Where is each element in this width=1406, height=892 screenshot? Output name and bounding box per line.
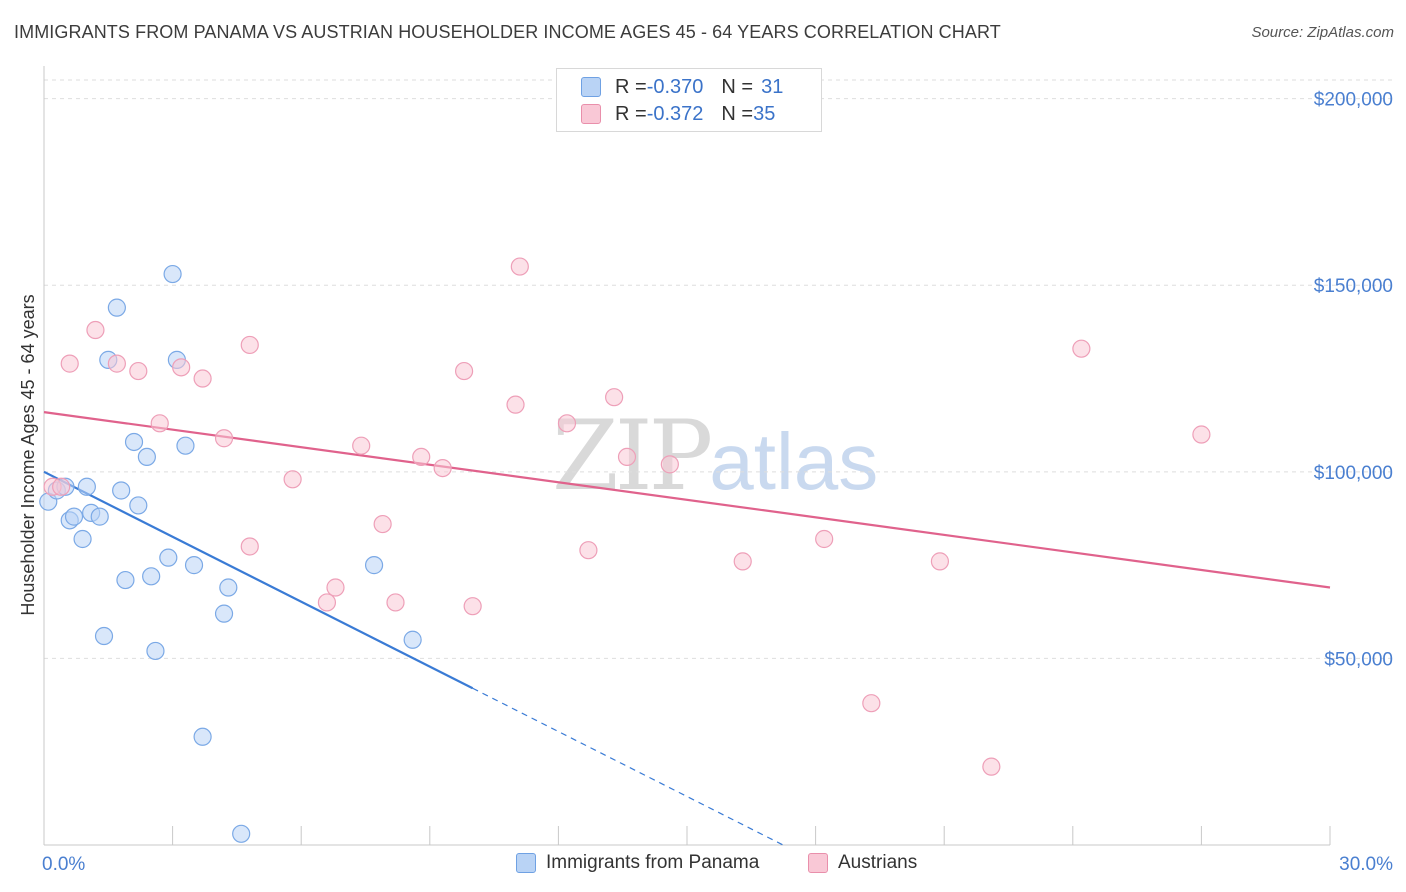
point-austrians [107, 354, 126, 373]
point-austrians [86, 320, 105, 340]
point-austrians [1072, 339, 1091, 358]
watermark-atlas: atlas [709, 417, 879, 506]
point-austrians [433, 458, 452, 478]
grid-lines [44, 79, 1395, 659]
point-austrians [412, 447, 431, 467]
point-austrians [193, 369, 212, 388]
point-panama [116, 570, 135, 590]
point-austrians [317, 593, 337, 612]
data-points [39, 257, 1211, 843]
series-legend: Immigrants from Panama Austrians [0, 852, 1406, 878]
point-austrians [605, 388, 624, 407]
source-label: Source: ZipAtlas.com [1251, 24, 1394, 41]
point-austrians [982, 757, 1001, 776]
y-tick-label: $150,000 [1314, 276, 1393, 297]
point-panama [219, 578, 238, 597]
point-austrians [862, 694, 881, 713]
chart-title: IMMIGRANTS FROM PANAMA VS AUSTRIAN HOUSE… [14, 22, 1001, 42]
axes [43, 66, 1331, 846]
point-austrians [815, 529, 834, 549]
y-tick-label: $100,000 [1314, 463, 1393, 484]
legend-swatch-panama [581, 77, 601, 97]
legend-item-austrians[interactable]: Austrians [808, 852, 917, 874]
point-panama [176, 436, 195, 455]
point-panama [214, 604, 234, 623]
legend-swatch-austrians [581, 104, 601, 124]
legend-n-value: 31 [761, 75, 784, 98]
point-austrians [326, 578, 345, 597]
legend-item-panama[interactable]: Immigrants from Panama [516, 852, 759, 874]
x-tick-label: 0.0% [42, 854, 85, 875]
point-austrians [214, 429, 234, 448]
point-austrians [352, 436, 371, 455]
point-austrians [60, 354, 79, 373]
point-panama [112, 481, 131, 500]
point-panama [163, 264, 182, 284]
trend-line-panama-extrapolated [472, 687, 786, 847]
legend-n-value: 35 [753, 102, 776, 125]
point-austrians [557, 414, 577, 433]
point-austrians [660, 455, 679, 474]
point-panama [77, 477, 96, 496]
point-panama [232, 824, 251, 843]
point-panama [94, 626, 114, 646]
x-tick-label: 30.0% [1339, 854, 1393, 875]
point-panama [124, 432, 144, 452]
point-austrians [129, 361, 148, 381]
legend-r-value: -0.370 [646, 75, 704, 98]
legend-swatch-austrians [808, 853, 828, 873]
point-austrians [240, 537, 259, 556]
legend-r-label: R = [615, 102, 647, 125]
point-austrians [510, 257, 529, 276]
y-axis-label: Householder Income Ages 45 - 64 years [18, 294, 38, 615]
legend-r-value: -0.372 [646, 102, 704, 125]
correlation-legend: R = -0.370 N = 31 R = -0.372 N = 35 [556, 68, 822, 132]
point-panama [137, 447, 156, 467]
point-panama [364, 556, 384, 575]
point-austrians [506, 395, 525, 414]
legend-n-label: N = [721, 102, 754, 125]
point-austrians [454, 361, 474, 381]
point-austrians [150, 414, 169, 433]
point-panama [403, 630, 422, 649]
point-austrians [463, 597, 482, 616]
point-panama [107, 298, 126, 317]
point-austrians [283, 470, 302, 489]
point-austrians [373, 514, 392, 534]
point-austrians [52, 477, 71, 496]
point-panama [146, 641, 165, 661]
y-tick-label: $50,000 [1324, 649, 1393, 670]
point-austrians [386, 593, 405, 612]
legend-row-panama: R = -0.370 N = 31 [581, 75, 783, 99]
point-panama [142, 567, 161, 586]
legend-n-label: N = [721, 75, 754, 98]
point-austrians [1192, 425, 1211, 444]
trend-lines [43, 411, 1331, 847]
point-panama [90, 507, 109, 526]
point-austrians [240, 335, 259, 355]
point-panama [64, 507, 84, 526]
point-austrians [733, 552, 752, 571]
trend-line-panama [43, 470, 474, 690]
point-panama [73, 529, 92, 549]
point-austrians [930, 552, 950, 571]
legend-label-panama: Immigrants from Panama [546, 852, 760, 873]
point-panama [129, 496, 148, 515]
point-panama [159, 548, 178, 567]
legend-swatch-panama [516, 853, 536, 873]
legend-r-label: R = [615, 75, 647, 98]
point-austrians [579, 541, 598, 560]
legend-label-austrians: Austrians [838, 852, 918, 873]
y-tick-label: $200,000 [1314, 90, 1393, 111]
point-panama [193, 727, 212, 746]
legend-row-austrians: R = -0.372 N = 35 [581, 102, 775, 126]
tick-labels: $50,000 $100,000 $150,000 $200,000 0.0% 30.0% [42, 90, 1393, 875]
point-panama [184, 556, 204, 575]
point-austrians [172, 358, 191, 377]
point-austrians [617, 447, 637, 467]
trend-line-austrians [43, 411, 1331, 589]
